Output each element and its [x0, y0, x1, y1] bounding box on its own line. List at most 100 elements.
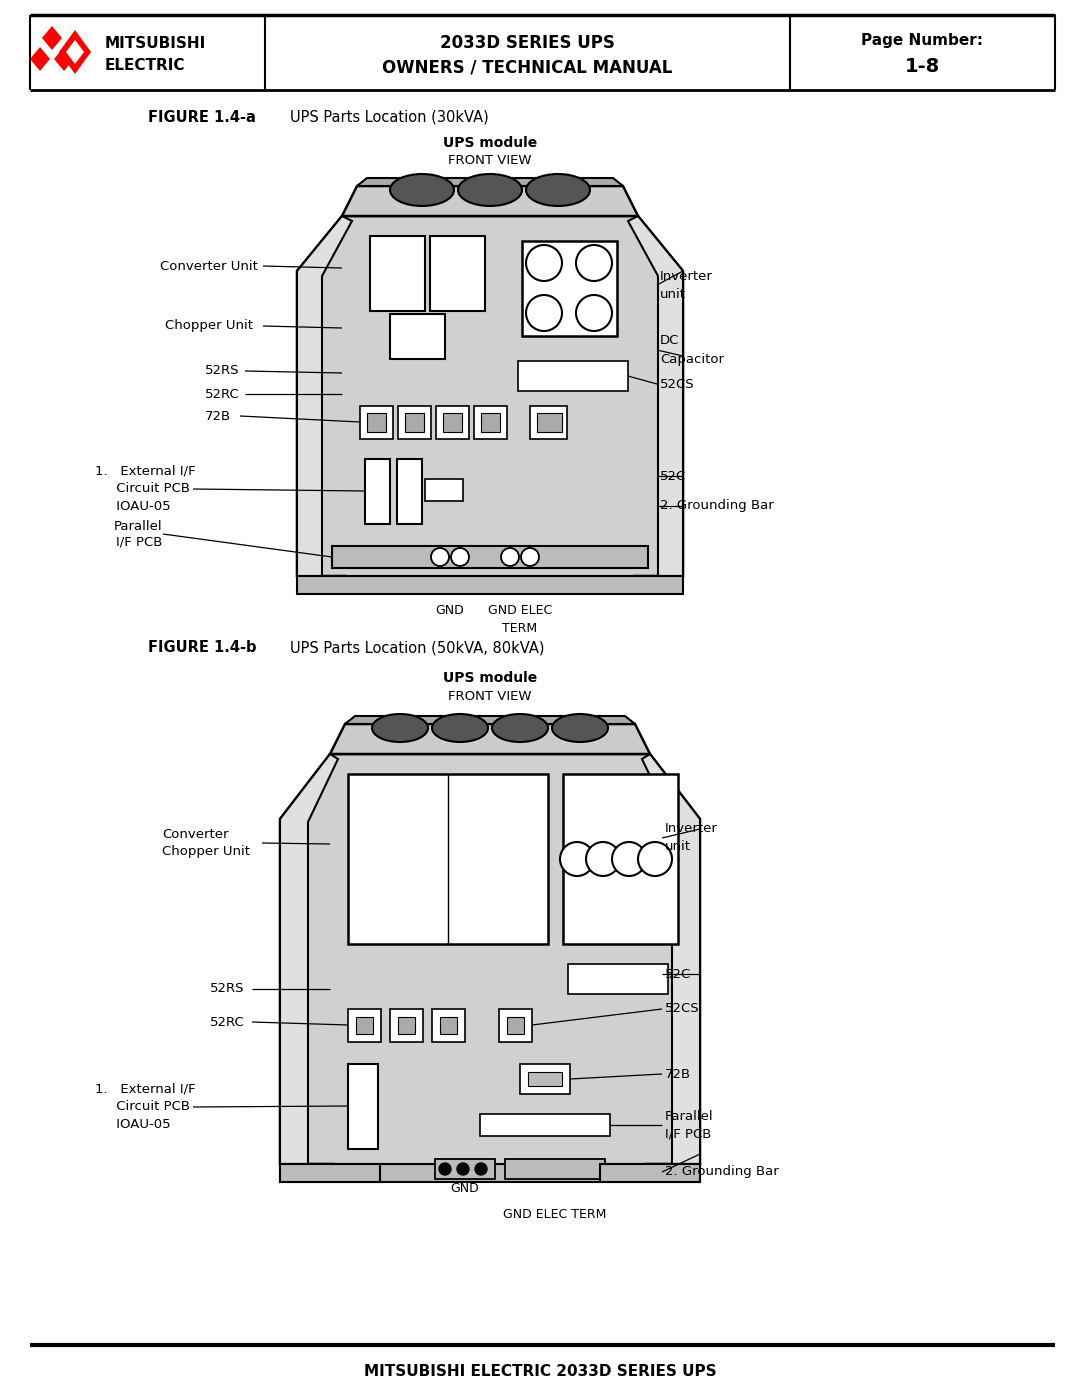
- Text: 1.   External I/F: 1. External I/F: [95, 464, 195, 478]
- Bar: [505, 1160, 605, 1179]
- Polygon shape: [59, 29, 91, 74]
- Text: Page Number:: Page Number:: [861, 32, 983, 47]
- Text: 52C: 52C: [660, 469, 686, 482]
- Text: UPS Parts Location (30kVA): UPS Parts Location (30kVA): [291, 109, 489, 124]
- Text: GND: GND: [450, 1182, 480, 1196]
- Text: 2. Grounding Bar: 2. Grounding Bar: [660, 500, 773, 513]
- Text: IOAU-05: IOAU-05: [95, 500, 171, 514]
- Bar: [563, 774, 678, 944]
- Text: Converter: Converter: [162, 827, 229, 841]
- Text: IOAU-05: IOAU-05: [95, 1119, 171, 1132]
- Text: 52CS: 52CS: [665, 1003, 700, 1016]
- Text: Parallel: Parallel: [113, 520, 162, 532]
- Bar: [443, 414, 462, 432]
- Polygon shape: [627, 217, 683, 576]
- Ellipse shape: [586, 842, 620, 876]
- Text: Inverter: Inverter: [665, 823, 718, 835]
- Polygon shape: [30, 47, 50, 71]
- Bar: [390, 1009, 423, 1042]
- Text: Parallel: Parallel: [665, 1109, 714, 1123]
- Polygon shape: [280, 754, 338, 1164]
- Polygon shape: [357, 177, 623, 186]
- Bar: [518, 360, 627, 391]
- Polygon shape: [66, 41, 84, 64]
- Bar: [397, 460, 422, 524]
- Bar: [399, 1017, 415, 1034]
- Text: I/F PCB: I/F PCB: [665, 1127, 712, 1140]
- Text: Inverter: Inverter: [660, 270, 713, 282]
- Bar: [436, 407, 469, 439]
- Polygon shape: [54, 47, 75, 71]
- Text: UPS module: UPS module: [443, 136, 537, 149]
- Bar: [405, 414, 424, 432]
- Ellipse shape: [576, 244, 612, 281]
- Bar: [356, 1017, 373, 1034]
- Bar: [348, 774, 548, 944]
- Polygon shape: [330, 724, 650, 754]
- Text: 52CS: 52CS: [660, 377, 694, 391]
- Ellipse shape: [526, 295, 562, 331]
- Text: FRONT VIEW: FRONT VIEW: [448, 690, 531, 703]
- Ellipse shape: [438, 1162, 451, 1175]
- Ellipse shape: [372, 714, 428, 742]
- Text: 1-8: 1-8: [904, 57, 940, 77]
- Text: I/F PCB: I/F PCB: [116, 535, 162, 549]
- Text: ELECTRIC: ELECTRIC: [105, 57, 186, 73]
- Ellipse shape: [458, 175, 522, 205]
- Text: 72B: 72B: [205, 409, 231, 422]
- Text: Chopper Unit: Chopper Unit: [162, 845, 249, 859]
- Text: unit: unit: [665, 841, 691, 854]
- Bar: [280, 1164, 380, 1182]
- Polygon shape: [345, 717, 635, 724]
- Bar: [474, 407, 507, 439]
- Text: FIGURE 1.4-b: FIGURE 1.4-b: [148, 640, 257, 655]
- Text: GND: GND: [435, 605, 464, 617]
- Bar: [399, 407, 431, 439]
- Ellipse shape: [638, 842, 672, 876]
- Ellipse shape: [451, 548, 469, 566]
- Text: 52C: 52C: [665, 968, 691, 981]
- Bar: [522, 242, 617, 337]
- Text: FRONT VIEW: FRONT VIEW: [448, 155, 531, 168]
- Bar: [332, 546, 648, 569]
- Text: 2. Grounding Bar: 2. Grounding Bar: [665, 1165, 779, 1179]
- Bar: [568, 964, 669, 995]
- Bar: [370, 236, 426, 312]
- Text: MITSUBISHI: MITSUBISHI: [105, 35, 206, 50]
- Bar: [348, 1009, 381, 1042]
- Text: UPS module: UPS module: [443, 671, 537, 685]
- Bar: [537, 414, 562, 432]
- Bar: [507, 1017, 524, 1034]
- Ellipse shape: [431, 548, 449, 566]
- Bar: [528, 1071, 562, 1085]
- Bar: [480, 1113, 610, 1136]
- Text: 72B: 72B: [665, 1067, 691, 1080]
- Text: 1.   External I/F: 1. External I/F: [95, 1083, 195, 1095]
- Polygon shape: [642, 754, 700, 1164]
- Bar: [499, 1009, 532, 1042]
- Bar: [530, 407, 567, 439]
- Polygon shape: [297, 217, 352, 576]
- Text: Chopper Unit: Chopper Unit: [165, 320, 253, 332]
- Text: 2033D SERIES UPS: 2033D SERIES UPS: [440, 34, 615, 52]
- Ellipse shape: [475, 1162, 487, 1175]
- Bar: [435, 1160, 495, 1179]
- Ellipse shape: [432, 714, 488, 742]
- Bar: [347, 218, 633, 576]
- Polygon shape: [280, 754, 700, 1164]
- Text: Converter Unit: Converter Unit: [160, 260, 258, 272]
- Text: Circuit PCB: Circuit PCB: [95, 482, 190, 496]
- Text: DC: DC: [660, 334, 679, 348]
- Bar: [365, 460, 390, 524]
- Ellipse shape: [457, 1162, 469, 1175]
- Ellipse shape: [526, 175, 590, 205]
- Bar: [297, 576, 683, 594]
- Text: FIGURE 1.4-a: FIGURE 1.4-a: [148, 109, 256, 124]
- Text: GND ELEC: GND ELEC: [488, 605, 552, 617]
- Ellipse shape: [561, 842, 594, 876]
- Text: 52RS: 52RS: [205, 365, 240, 377]
- Bar: [426, 479, 463, 502]
- Bar: [280, 1164, 700, 1182]
- Text: MITSUBISHI ELECTRIC 2033D SERIES UPS: MITSUBISHI ELECTRIC 2033D SERIES UPS: [364, 1365, 716, 1379]
- Ellipse shape: [521, 548, 539, 566]
